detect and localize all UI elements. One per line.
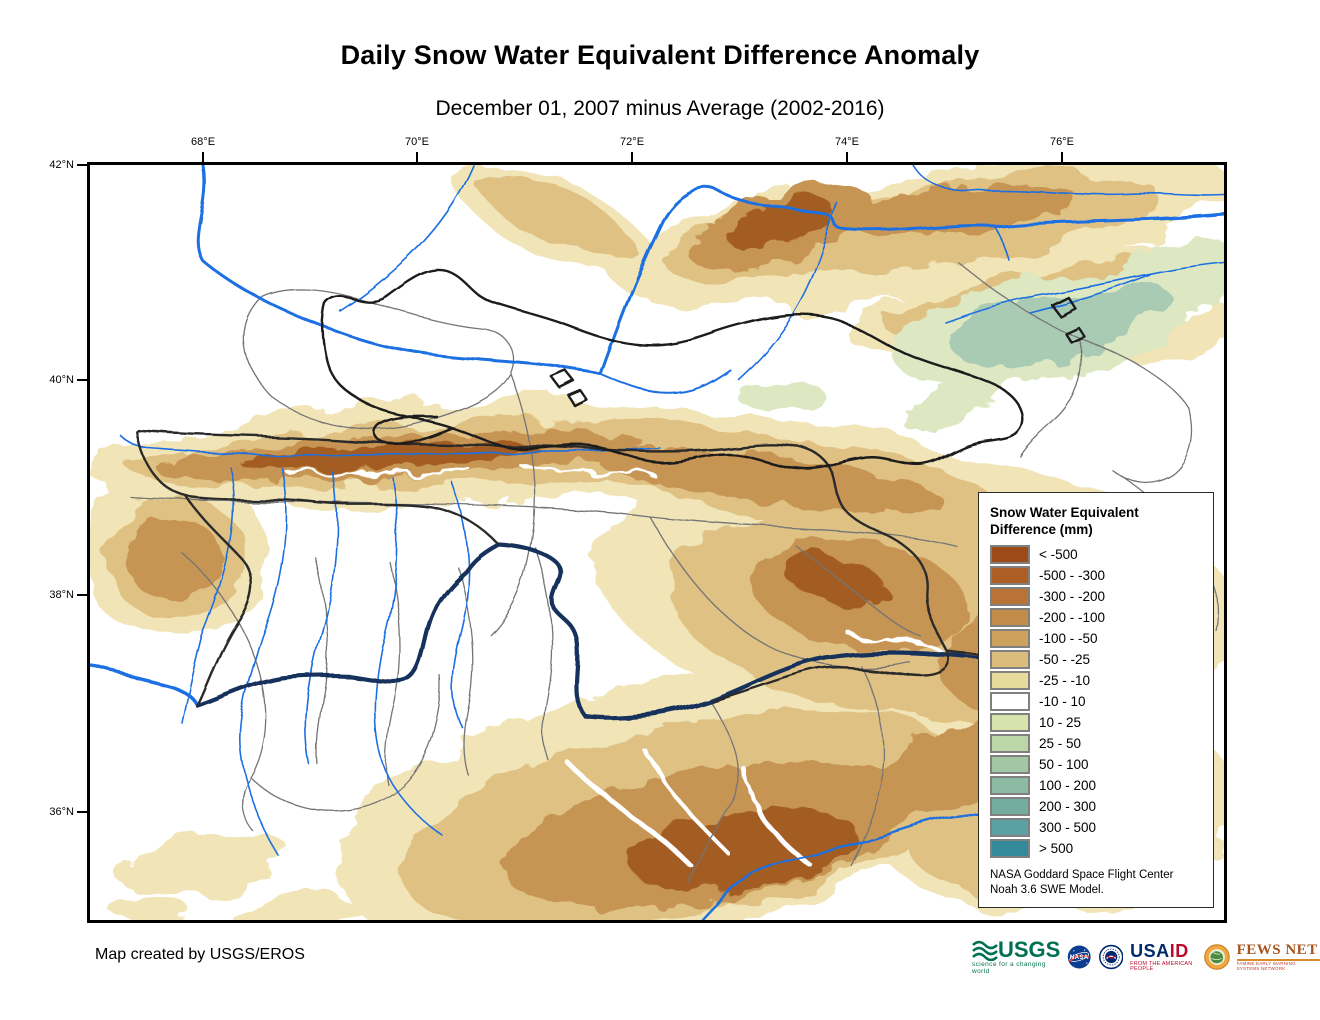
usgs-wave-icon (972, 940, 998, 961)
legend-label: -50 - -25 (1039, 652, 1091, 667)
legend-swatch (990, 818, 1030, 837)
legend-label: 300 - 500 (1039, 820, 1097, 835)
lat-tick-label: 40°N (49, 374, 74, 387)
legend-swatch (990, 797, 1030, 816)
tick-mark (77, 811, 87, 814)
legend-label: -25 - -10 (1039, 673, 1091, 688)
legend-row: > 500 (990, 838, 1213, 859)
legend-row: 300 - 500 (990, 817, 1213, 838)
legend-swatch (990, 608, 1030, 627)
legend-swatch (990, 713, 1030, 732)
usaid-wordmark-usa: USA (1130, 940, 1170, 961)
legend-swatch (990, 839, 1030, 858)
fews-net-globe-icon (1203, 944, 1230, 970)
usaid-logo: USAID FROM THE AMERICAN PEOPLE (1130, 942, 1197, 973)
lat-tick-label: 36°N (49, 806, 74, 819)
legend-swatch (990, 776, 1030, 795)
legend-label: -300 - -200 (1039, 589, 1106, 604)
map-terrain-graphic (90, 165, 1224, 920)
legend-swatch (990, 566, 1030, 585)
usgs-tagline: science for a changing world (972, 961, 1046, 975)
legend-label: 25 - 50 (1039, 736, 1082, 751)
map-credit: Map created by USGS/EROS (95, 946, 305, 963)
fews-net-wordmark: FEWS NET (1236, 943, 1320, 961)
legend-row: -25 - -10 (990, 670, 1213, 691)
legend-label: < -500 (1039, 547, 1078, 562)
legend-row: -10 - 10 (990, 691, 1213, 712)
legend-row: 200 - 300 (990, 796, 1213, 817)
legend-row: -200 - -100 (990, 607, 1213, 628)
legend-label: > 500 (1039, 841, 1074, 856)
page-subtitle: December 01, 2007 minus Average (2002-20… (435, 97, 885, 120)
legend-label: 200 - 300 (1039, 799, 1097, 814)
legend-swatch (990, 671, 1030, 690)
fews-net-tagline: FAMINE EARLY WARNING SYSTEMS NETWORK (1236, 961, 1296, 971)
usaid-tagline: FROM THE AMERICAN PEOPLE (1130, 960, 1193, 972)
tick-mark (77, 593, 87, 596)
legend-box: Snow Water Equivalent Difference (mm) < … (978, 492, 1214, 908)
legend-swatch (990, 587, 1030, 606)
legend-source-note: NASA Goddard Space Flight Center Noah 3.… (990, 869, 1174, 896)
legend-label: -200 - -100 (1039, 610, 1106, 625)
tick-mark (202, 152, 205, 162)
legend-label: -500 - -300 (1039, 568, 1106, 583)
tick-mark (416, 152, 419, 162)
tick-mark (77, 164, 87, 166)
tick-mark (845, 152, 848, 162)
svg-text:NASA: NASA (1070, 954, 1089, 961)
legend-label: -10 - 10 (1039, 694, 1086, 709)
lon-tick-label: 68°E (191, 136, 216, 148)
admin-boundaries (129, 261, 1218, 886)
usaid-wordmark-id: ID (1169, 940, 1189, 961)
legend-row: -100 - -50 (990, 628, 1213, 649)
legend-swatch (990, 734, 1030, 753)
legend-title: Snow Water Equivalent Difference (mm) (990, 505, 1139, 537)
legend-row: 25 - 50 (990, 733, 1213, 754)
usgs-wordmark: USGS (998, 937, 1061, 962)
legend-row: -500 - -300 (990, 565, 1213, 586)
legend-label: 10 - 25 (1039, 715, 1082, 730)
legend-swatch (990, 755, 1030, 774)
legend-row: -300 - -200 (990, 586, 1213, 607)
legend-label: 50 - 100 (1039, 757, 1089, 772)
legend-swatch (990, 692, 1030, 711)
legend-row: 100 - 200 (990, 775, 1213, 796)
legend-label: 100 - 200 (1039, 778, 1097, 793)
legend-label: -100 - -50 (1039, 631, 1098, 646)
lon-tick-label: 74°E (834, 136, 859, 148)
legend-swatch (990, 629, 1030, 648)
legend-swatch (990, 545, 1030, 564)
rivers (90, 165, 1224, 920)
tick-mark (77, 379, 87, 382)
usaid-seal-icon (1098, 944, 1124, 970)
lon-tick-label: 76°E (1049, 136, 1074, 148)
logo-row: USGS science for a changing world NASA U… (972, 936, 1320, 978)
legend-swatch (990, 650, 1030, 669)
legend-row: 10 - 25 (990, 712, 1213, 733)
lat-tick-label: 38°N (49, 588, 74, 601)
legend-entries: < -500 -500 - -300 -300 - -200 -200 - -100 -… (990, 544, 1213, 859)
legend-row: < -500 (990, 544, 1213, 565)
tick-mark (1060, 152, 1063, 162)
legend-row: -50 - -25 (990, 649, 1213, 670)
lon-tick-label: 70°E (405, 136, 430, 148)
nasa-logo: NASA (1068, 945, 1092, 969)
page-title: Daily Snow Water Equivalent Difference A… (340, 40, 980, 70)
lat-tick-label: 42°N (49, 159, 74, 171)
fews-net-logo: FEWS NET FAMINE EARLY WARNING SYSTEMS NE… (1236, 943, 1320, 971)
legend-row: 50 - 100 (990, 754, 1213, 775)
usgs-logo: USGS science for a changing world (972, 939, 1060, 975)
lon-tick-label: 72°E (620, 136, 645, 148)
terrain-sage-green (950, 284, 1169, 369)
map-canvas: 68°E 70°E 72°E 74°E 76°E 42°N 40°N 38°N 36°N (49, 136, 1227, 923)
fergana-basin-outline (321, 268, 1086, 470)
tick-mark (631, 152, 634, 162)
